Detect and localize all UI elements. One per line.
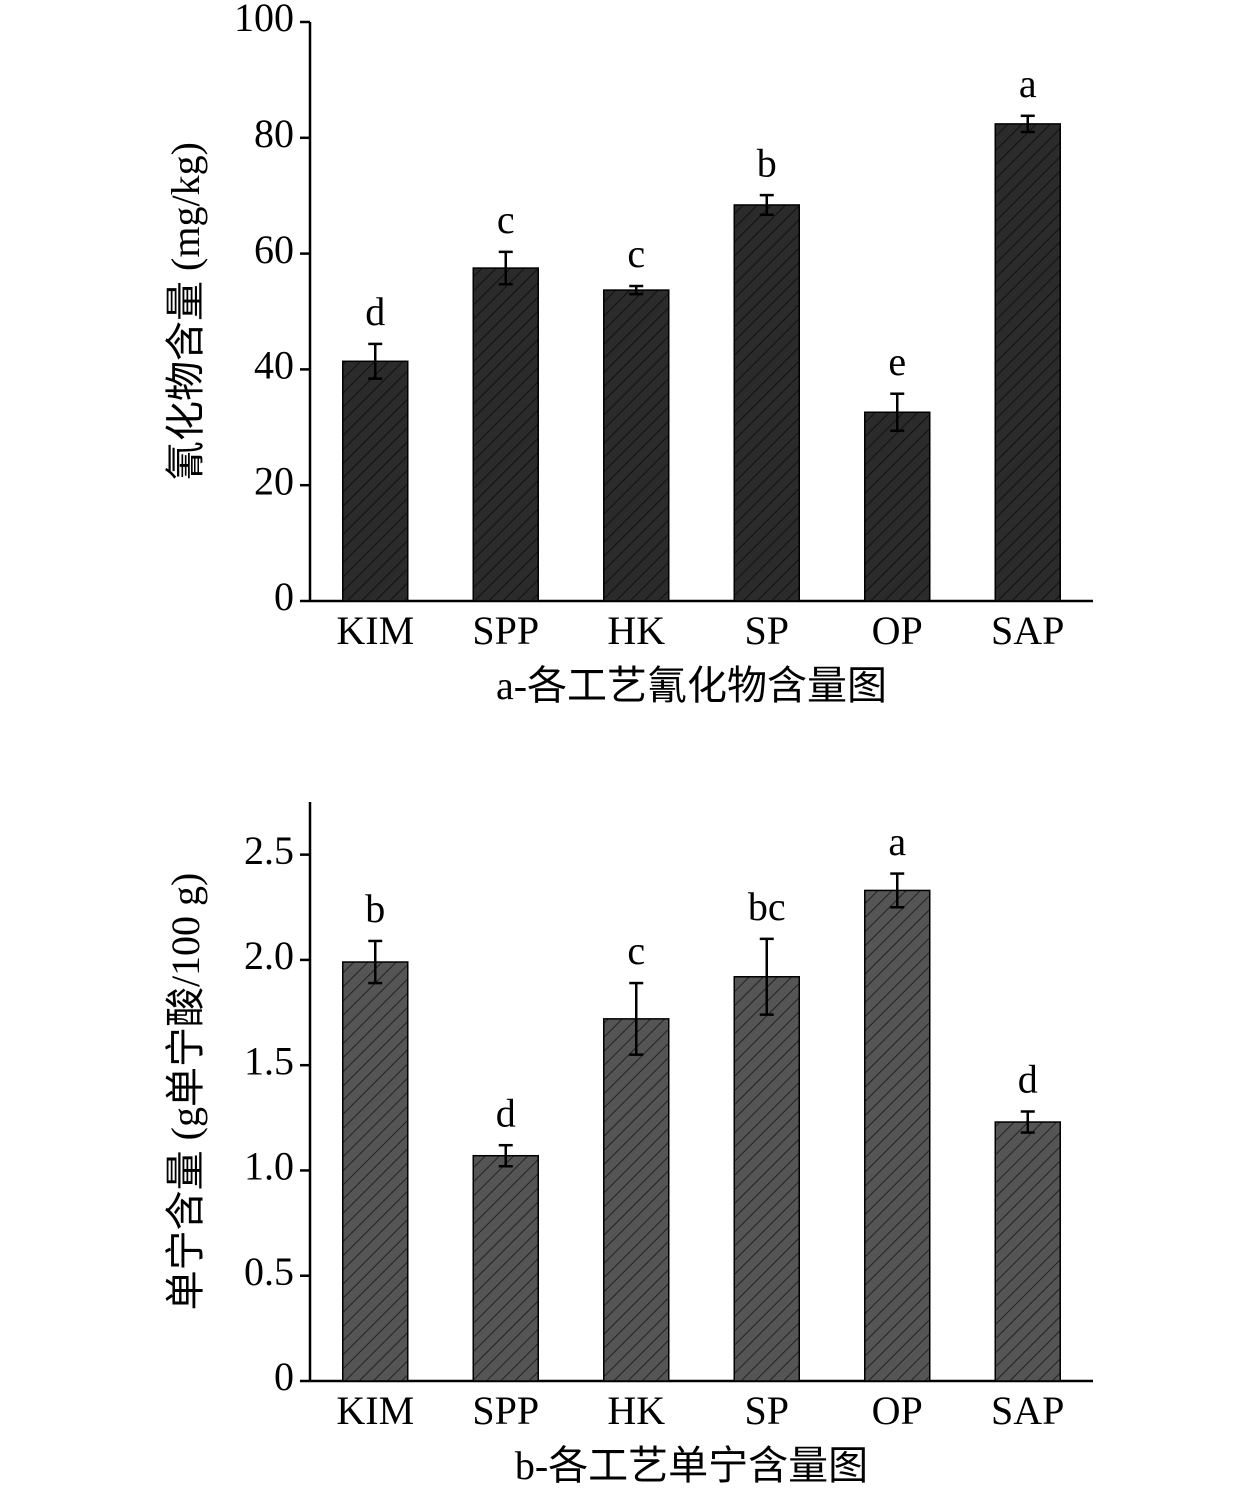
y-tick-label: 2.0 bbox=[244, 933, 294, 978]
error-bar bbox=[890, 872, 905, 909]
significance-letter: d bbox=[1018, 1057, 1038, 1102]
error-bar bbox=[1020, 114, 1035, 134]
y-tick-label: 2.5 bbox=[244, 828, 294, 873]
error-bar bbox=[498, 1143, 513, 1168]
y-tick-label: 100 bbox=[234, 0, 294, 40]
chart-title: a-各工艺氰化物含量图 bbox=[496, 663, 887, 708]
significance-letter: d bbox=[496, 1090, 516, 1135]
bar bbox=[342, 360, 409, 602]
x-tick-label: SAP bbox=[991, 1388, 1064, 1433]
significance-letter: b bbox=[365, 886, 385, 931]
significance-letter: b bbox=[757, 140, 777, 185]
bar bbox=[864, 411, 931, 602]
bar bbox=[994, 1121, 1061, 1382]
y-tick-label: 0.5 bbox=[244, 1249, 294, 1294]
x-tick-label: HK bbox=[607, 608, 665, 653]
y-axis-label: 氰化物含量 (mg/kg) bbox=[163, 142, 208, 481]
x-tick-label: SPP bbox=[472, 608, 539, 653]
significance-letter: e bbox=[888, 339, 906, 384]
y-tick-label: 0 bbox=[274, 1354, 294, 1399]
y-tick-label: 1.5 bbox=[244, 1038, 294, 1083]
x-tick-label: KIM bbox=[336, 608, 414, 653]
bar bbox=[864, 889, 931, 1382]
y-tick-label: 40 bbox=[254, 343, 294, 388]
error-bar bbox=[759, 193, 774, 217]
error-bar bbox=[890, 392, 905, 433]
x-tick-label: OP bbox=[872, 1388, 923, 1433]
x-tick-label: OP bbox=[872, 608, 923, 653]
y-tick-label: 1.0 bbox=[244, 1144, 294, 1189]
error-bar bbox=[368, 939, 383, 985]
significance-letter: c bbox=[627, 928, 645, 973]
y-tick-label: 80 bbox=[254, 111, 294, 156]
y-tick-label: 0 bbox=[274, 574, 294, 619]
significance-letter: bc bbox=[748, 884, 786, 929]
x-tick-label: SAP bbox=[991, 608, 1064, 653]
bar bbox=[472, 1154, 539, 1382]
x-tick-label: KIM bbox=[336, 1388, 414, 1433]
bar bbox=[342, 961, 409, 1382]
error-bar bbox=[629, 981, 644, 1056]
error-bar bbox=[368, 342, 383, 380]
significance-letter: a bbox=[1019, 61, 1037, 106]
significance-letter: a bbox=[888, 819, 906, 864]
x-tick-label: SP bbox=[745, 608, 790, 653]
bar bbox=[472, 267, 539, 602]
y-tick-label: 20 bbox=[254, 458, 294, 503]
bar bbox=[733, 204, 800, 602]
significance-letter: c bbox=[627, 231, 645, 276]
error-bar bbox=[498, 250, 513, 286]
significance-letter: c bbox=[497, 197, 515, 242]
y-tick-label: 60 bbox=[254, 227, 294, 272]
bar bbox=[603, 289, 670, 602]
bar bbox=[733, 976, 800, 1382]
x-tick-label: HK bbox=[607, 1388, 665, 1433]
error-bar bbox=[759, 937, 774, 1016]
bar bbox=[994, 123, 1061, 602]
chart-title: b-各工艺单宁含量图 bbox=[515, 1443, 868, 1488]
x-tick-label: SP bbox=[745, 1388, 790, 1433]
bar bbox=[603, 1018, 670, 1382]
significance-letter: d bbox=[365, 289, 385, 334]
x-tick-label: SPP bbox=[472, 1388, 539, 1433]
error-bar bbox=[629, 284, 644, 296]
error-bar bbox=[1020, 1110, 1035, 1134]
y-axis-label: 单宁含量 (g单宁酸/100 g) bbox=[163, 873, 208, 1311]
